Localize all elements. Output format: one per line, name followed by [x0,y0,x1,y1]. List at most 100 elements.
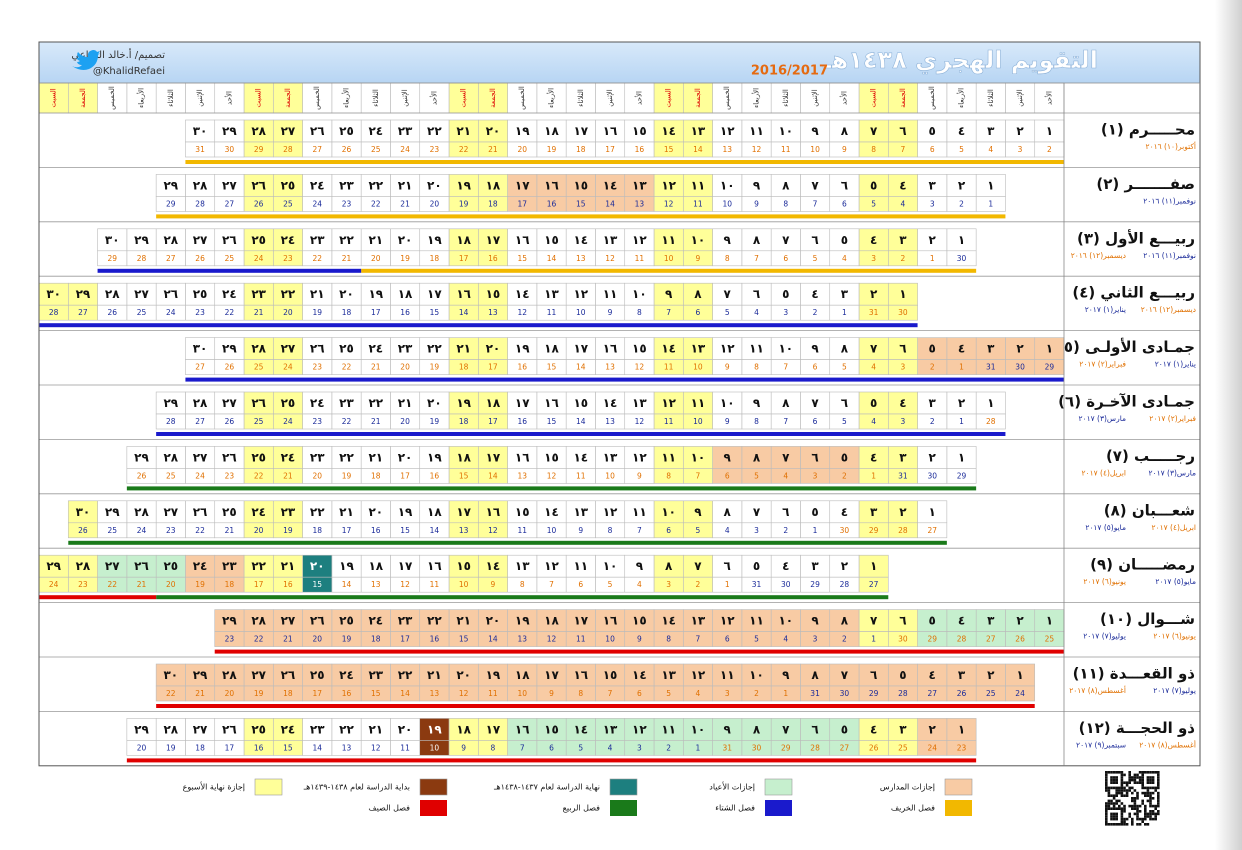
month-name: رجـــــب (٧) [1106,447,1195,465]
qr-module [1131,799,1134,803]
hijri-day: ٣ [899,722,907,736]
gregorian-day: 13 [722,145,732,154]
gregorian-day: 24 [400,145,410,154]
hijri-day: ٨ [841,342,849,356]
weekday-label: الإثنين [811,89,819,106]
gregorian-day: 30 [898,635,908,644]
hijri-day: ٢٦ [193,505,208,519]
hijri-day: ١٧ [398,559,413,573]
gregorian-day: 28 [166,417,176,426]
qr-module [1123,804,1126,808]
gregorian-day: 27 [869,580,879,589]
gregorian-day: 30 [957,254,967,263]
month-name: ربيـــع الثاني (٤) [1072,284,1195,302]
hijri-day: ٢٠ [486,614,501,628]
hijri-day: ١٩ [398,505,413,519]
gregorian-day: 5 [725,308,730,317]
hijri-day: ٤ [870,450,877,464]
hijri-day: ١٣ [691,124,706,138]
gregorian-cell [126,740,157,756]
hijri-day: ١٨ [368,559,383,573]
hijri-day: ١٠ [603,559,618,573]
qr-module [1110,794,1113,797]
gregorian-day: 23 [957,743,967,752]
qr-module [1120,789,1124,792]
gregorian-day: 4 [754,308,759,317]
weekday-label: الأربعاء [547,88,556,108]
gregorian-day: 24 [49,580,59,589]
qr-code [1105,771,1160,826]
qr-module [1105,812,1108,816]
hijri-day: ٤ [870,233,877,247]
weekday-cell [448,82,479,114]
weekday-cell [887,82,918,114]
qr-module [1120,823,1124,826]
hijri-day: ٢٧ [193,722,208,736]
legend-label: إجازة نهاية الأسبوع [183,782,245,793]
gregorian-day: 25 [254,363,264,372]
hijri-day: ١٥ [544,233,559,247]
gregorian-day: 6 [549,743,554,752]
hijri-day: ٢٨ [193,396,208,410]
gregorian-day: 13 [430,689,440,698]
gregorian-day: 11 [664,417,674,426]
qr-module [1125,823,1129,826]
gregorian-day: 27 [927,689,937,698]
weekday-cell [507,82,538,114]
hijri-day: ١٧ [515,396,530,410]
qr-module [1115,802,1118,805]
hijri-day: ٢٩ [134,233,149,247]
gregorian-day: 8 [578,689,583,698]
hijri-day: ٢٣ [310,233,325,247]
hijri-day: ٢٨ [251,124,266,138]
qr-module [1146,791,1150,795]
legend-label: إجازات الأعياد [709,782,755,793]
hijri-day: ٨ [782,396,790,410]
gregorian-day: 9 [842,145,847,154]
hijri-day: ٥ [870,396,877,410]
hijri-day: ٢٩ [46,559,61,573]
qr-module [1118,771,1121,774]
gregorian-day: 13 [576,254,586,263]
gregorian-day: 26 [254,199,264,208]
gregorian-day: 10 [605,471,615,480]
hijri-day: ٦ [753,287,760,301]
qr-module [1112,771,1116,774]
weekday-label: الأربعاء [342,88,351,108]
gregorian-day: 27 [927,526,937,535]
qr-module [1141,820,1144,823]
qr-module [1157,812,1160,816]
gregorian-day: 25 [283,199,293,208]
gregorian-day: 23 [342,199,352,208]
hijri-day: ١٧ [486,722,501,736]
gregorian-month: يناير(١) ٢٠١٧ [1155,360,1196,369]
season-bar [214,649,1064,654]
gregorian-day: 18 [488,199,498,208]
hijri-day: ١٤ [661,124,676,138]
weekday-cell [477,82,508,114]
hijri-day: ٢٥ [251,722,266,736]
hijri-day: ٢ [929,722,937,736]
hijri-day: ١٦ [544,396,559,410]
gregorian-day: 7 [549,580,554,589]
gregorian-day: 23 [283,254,293,263]
gregorian-day: 21 [283,635,293,644]
hijri-day: ٩ [811,614,819,628]
gregorian-day: 6 [930,145,935,154]
qr-module [1128,812,1131,816]
hijri-day: ٢٣ [251,287,266,301]
hijri-day: ١٧ [573,124,588,138]
qr-module [1157,771,1160,774]
gregorian-month: ديسمبر(١٢) ٢٠١٦ [1071,251,1126,260]
gregorian-day: 29 [254,145,264,154]
qr-module [1157,802,1160,805]
gregorian-day: 25 [1045,635,1055,644]
qr-module [1151,786,1155,790]
weekday-cell [917,82,948,114]
qr-module [1112,812,1116,816]
qr-module [1157,794,1160,797]
weekday-label: الخميس [108,86,116,110]
qr-module [1136,791,1139,795]
hijri-day: ١٤ [603,178,618,192]
gregorian-day: 26 [225,417,235,426]
